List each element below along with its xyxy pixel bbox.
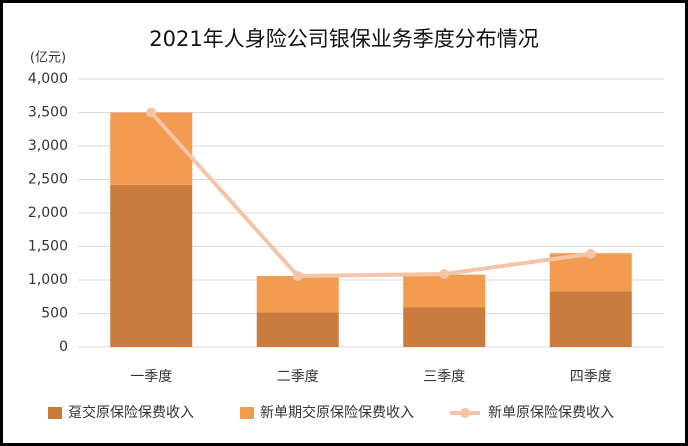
x-tick-label: 一季度 — [130, 369, 172, 385]
y-tick-label: 2,000 — [28, 205, 68, 221]
y-tick-label: 1,500 — [28, 239, 68, 255]
bar — [403, 307, 486, 347]
bar — [403, 274, 486, 308]
legend-swatch — [460, 408, 470, 418]
line-marker — [146, 107, 157, 118]
y-tick-label: 0 — [59, 339, 68, 355]
line-marker — [292, 270, 303, 281]
x-tick-label: 四季度 — [570, 369, 612, 385]
legend-label: 新单原保险保费收入 — [488, 405, 614, 421]
bar — [549, 291, 632, 347]
y-tick-label: 3,500 — [28, 105, 68, 121]
chart-title: 2021年人身险公司银保业务季度分布情况 — [149, 27, 538, 51]
y-tick-label: 4,000 — [28, 71, 68, 87]
y-unit: (亿元) — [30, 51, 66, 66]
legend-swatch — [240, 407, 254, 419]
x-tick-label: 二季度 — [277, 369, 319, 385]
bar — [110, 112, 193, 185]
bar — [256, 275, 339, 313]
legend-swatch — [48, 407, 62, 419]
line-marker — [439, 268, 450, 279]
legend-label: 新单期交原保险保费收入 — [260, 404, 414, 421]
line — [149, 111, 592, 278]
line-marker — [585, 248, 596, 259]
y-tick-label: 3,000 — [28, 138, 68, 154]
y-tick-label: 2,500 — [28, 172, 68, 188]
y-tick-label: 500 — [41, 306, 68, 322]
x-tick-label: 三季度 — [423, 369, 465, 385]
legend-label: 趸交原保险保费收入 — [68, 404, 194, 421]
bar — [110, 184, 193, 347]
bar — [256, 312, 339, 347]
y-tick-label: 1,000 — [28, 272, 68, 288]
